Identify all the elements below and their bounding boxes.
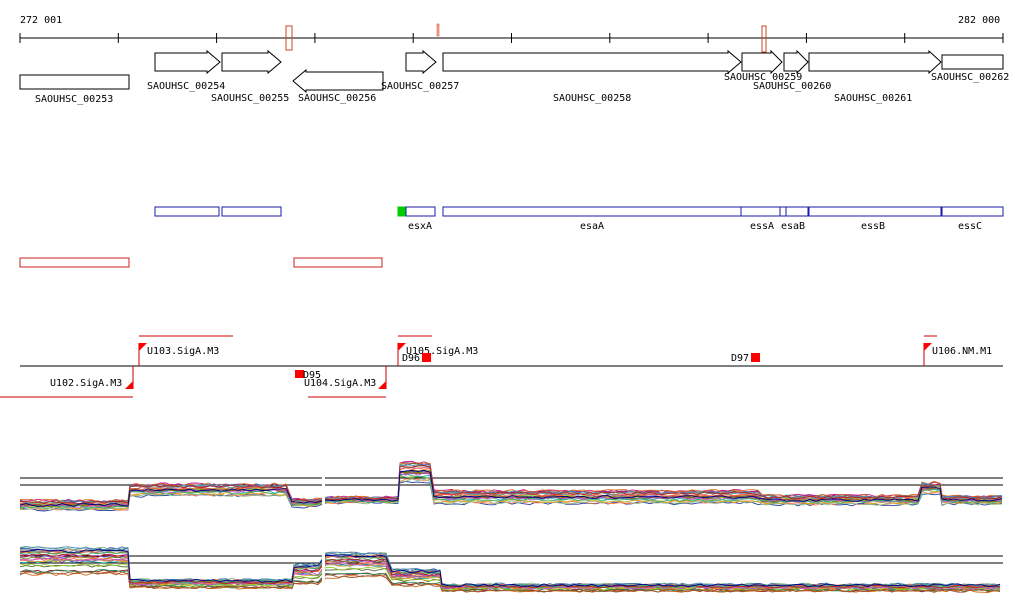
gene-name-label: essA (750, 221, 774, 232)
terminator-label: D96 (402, 353, 420, 364)
annotation-box[interactable] (779, 206, 787, 217)
terminator-label: D95 (303, 370, 321, 381)
expression-track-reverse (19, 535, 1003, 611)
promoter-label: U104.SigA.M3 (304, 378, 376, 389)
antisense-track (19, 257, 383, 268)
expression-curve (19, 474, 1003, 509)
gene-label: SAOUHSC_00253 (35, 94, 113, 105)
coordinate-ruler: 272 001 282 000 (19, 15, 1004, 53)
annotation-box-esxA[interactable] (405, 206, 436, 217)
promoter-marker-U106[interactable] (924, 343, 932, 351)
promoter-marker-U102[interactable] (125, 381, 133, 389)
gene-track: SAOUHSC_00253 SAOUHSC_00254 SAOUHSC_0025… (19, 49, 1009, 105)
expression-curve (19, 462, 1003, 503)
annotation-track: esxA esaA essA esaB essB essC (154, 206, 1004, 232)
expression-curve (19, 549, 1001, 588)
annotation-box-essB[interactable] (808, 206, 942, 217)
gene-SAOUHSC_00258[interactable] (442, 49, 742, 75)
annotation-box-esaA[interactable] (442, 206, 742, 217)
gene-SAOUHSC_00255[interactable] (221, 49, 282, 75)
expression-curve (19, 469, 1003, 507)
antisense-box[interactable] (19, 257, 130, 268)
terminator-label: D97 (731, 353, 749, 364)
gene-name-label: esaB (781, 221, 805, 232)
annotation-box[interactable] (221, 206, 282, 217)
promoter-marker-U103[interactable] (139, 343, 147, 351)
gene-SAOUHSC_00254[interactable] (154, 49, 221, 75)
promoter-marker-U104[interactable] (378, 381, 386, 389)
gene-SAOUHSC_00256[interactable] (292, 68, 384, 94)
antisense-box[interactable] (293, 257, 383, 268)
gene-SAOUHSC_00260[interactable] (783, 49, 809, 75)
gene-name-label: esaA (580, 221, 604, 232)
expression-curve (19, 557, 1001, 590)
terminator-marker-D97[interactable] (751, 353, 760, 362)
gene-label: SAOUHSC_00258 (553, 93, 631, 104)
highlight-box[interactable] (397, 206, 407, 217)
annotation-box-esaB[interactable] (785, 206, 809, 217)
expression-curve (19, 553, 1001, 589)
gene-label: SAOUHSC_00254 (147, 81, 225, 92)
gene-label: SAOUHSC_00256 (298, 93, 376, 104)
promoter-label: U103.SigA.M3 (147, 346, 219, 357)
expression-curve (19, 464, 1003, 505)
expression-curve (19, 471, 1003, 508)
gene-name-label: esxA (408, 221, 432, 232)
ruler-marker (285, 25, 293, 51)
promoter-label: U106.NM.M1 (932, 346, 992, 357)
gene-label: SAOUHSC_00261 (834, 93, 912, 104)
expression-curve (19, 556, 1001, 589)
gene-label: SAOUHSC_00255 (211, 93, 289, 104)
promoter-label: U102.SigA.M3 (50, 378, 122, 389)
regulatory-track: U103.SigA.M3 U102.SigA.M3 D95 U104.SigA.… (0, 335, 1003, 398)
gene-name-label: essB (861, 221, 885, 232)
annotation-box[interactable] (154, 206, 220, 217)
expression-curve (19, 571, 1001, 593)
annotation-box-essC[interactable] (941, 206, 1004, 217)
expression-curve (19, 465, 1003, 505)
ruler-marker (436, 23, 440, 37)
gene-label: SAOUHSC_00259 (724, 72, 802, 83)
ruler-ticks (19, 33, 1004, 43)
gene-SAOUHSC_00253[interactable] (19, 74, 130, 90)
expression-curves-forward (19, 460, 1003, 512)
expression-curve (19, 553, 1001, 589)
ruler-start-label: 272 001 (20, 15, 62, 26)
terminator-marker-D95[interactable] (295, 370, 304, 378)
expression-curve (19, 478, 1003, 511)
gene-label: SAOUHSC_00260 (753, 81, 831, 92)
gene-label: SAOUHSC_00262 (931, 72, 1009, 83)
expression-track-forward (19, 445, 1003, 520)
terminator-marker-D96[interactable] (422, 353, 431, 362)
expression-curve (19, 476, 1003, 510)
ruler-marker (761, 25, 767, 53)
gene-SAOUHSC_00262[interactable] (941, 54, 1004, 70)
gene-name-label: essC (958, 221, 982, 232)
gene-SAOUHSC_00257[interactable] (405, 49, 437, 75)
gene-label: SAOUHSC_00257 (381, 81, 459, 92)
promoter-marker-U105[interactable] (398, 343, 406, 351)
expression-curves-reverse (19, 546, 1001, 593)
ruler-end-label: 282 000 (958, 15, 1000, 26)
annotation-box-essA[interactable] (740, 206, 781, 217)
gene-SAOUHSC_00261[interactable] (808, 49, 942, 75)
promoter-label: U105.SigA.M3 (406, 346, 478, 357)
gene-SAOUHSC_00259[interactable] (741, 49, 783, 75)
